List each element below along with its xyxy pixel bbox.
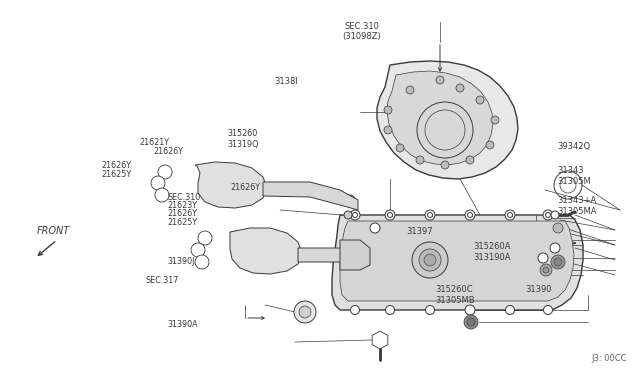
Text: 31305M: 31305M [557, 177, 591, 186]
Circle shape [551, 211, 559, 219]
Circle shape [299, 306, 311, 318]
Text: 313190A: 313190A [474, 253, 511, 262]
Text: FRONT: FRONT [37, 227, 70, 236]
Text: 31305MA: 31305MA [557, 207, 596, 216]
Text: 315260C: 315260C [435, 285, 473, 294]
Circle shape [543, 267, 549, 273]
Circle shape [151, 176, 165, 190]
Circle shape [396, 144, 404, 152]
Circle shape [385, 210, 395, 220]
Circle shape [425, 210, 435, 220]
Circle shape [195, 255, 209, 269]
Polygon shape [377, 61, 518, 179]
Circle shape [198, 231, 212, 245]
Text: 21625Y: 21625Y [101, 170, 131, 179]
Text: 31305MB: 31305MB [435, 296, 475, 305]
Circle shape [424, 254, 436, 266]
Circle shape [486, 141, 494, 149]
Text: 31343+A: 31343+A [557, 196, 596, 205]
Text: J3: 00CC: J3: 00CC [592, 354, 627, 363]
Circle shape [294, 301, 316, 323]
Circle shape [538, 253, 548, 263]
Circle shape [553, 223, 563, 233]
Circle shape [191, 243, 205, 257]
Text: 21626Y: 21626Y [101, 161, 131, 170]
Circle shape [506, 305, 515, 314]
Text: 21621Y: 21621Y [140, 138, 170, 147]
Circle shape [158, 165, 172, 179]
Circle shape [344, 211, 352, 219]
Circle shape [456, 84, 464, 92]
Polygon shape [387, 71, 493, 165]
Circle shape [465, 305, 475, 315]
Circle shape [465, 305, 474, 314]
Text: 31343: 31343 [557, 166, 584, 175]
Circle shape [384, 126, 392, 134]
Circle shape [426, 305, 435, 314]
Circle shape [464, 315, 478, 329]
Text: SEC.310
(31098Z): SEC.310 (31098Z) [342, 22, 381, 41]
Circle shape [406, 86, 414, 94]
Polygon shape [340, 240, 370, 270]
Text: 3138I: 3138I [274, 77, 298, 86]
Circle shape [419, 249, 441, 271]
Circle shape [384, 106, 392, 114]
Text: 21626Y: 21626Y [230, 183, 260, 192]
Circle shape [543, 210, 553, 220]
Polygon shape [340, 221, 574, 301]
Text: 31397: 31397 [406, 227, 433, 236]
Circle shape [385, 305, 394, 314]
Text: 31390: 31390 [525, 285, 551, 294]
Circle shape [551, 255, 565, 269]
Text: 31390A: 31390A [168, 320, 198, 329]
Circle shape [505, 210, 515, 220]
Polygon shape [332, 215, 583, 310]
Polygon shape [230, 228, 302, 274]
Circle shape [491, 116, 499, 124]
Text: 21625Y: 21625Y [168, 218, 198, 227]
Text: SEC.310: SEC.310 [168, 193, 201, 202]
Text: 21626Y: 21626Y [168, 209, 198, 218]
Circle shape [412, 242, 448, 278]
Circle shape [543, 305, 552, 314]
Text: 31390J: 31390J [168, 257, 195, 266]
Circle shape [416, 156, 424, 164]
Circle shape [351, 305, 360, 314]
Text: 31319Q: 31319Q [227, 140, 259, 149]
Polygon shape [372, 331, 388, 349]
Polygon shape [298, 248, 358, 265]
Circle shape [370, 223, 380, 233]
Circle shape [540, 264, 552, 276]
Circle shape [554, 258, 562, 266]
Text: 21626Y: 21626Y [154, 147, 184, 156]
Circle shape [155, 188, 169, 202]
Circle shape [465, 210, 475, 220]
Circle shape [436, 76, 444, 84]
Polygon shape [195, 162, 267, 208]
Circle shape [441, 161, 449, 169]
Text: 315260A: 315260A [474, 242, 511, 251]
Circle shape [467, 318, 475, 326]
Text: 21623Y: 21623Y [168, 201, 198, 210]
Circle shape [466, 156, 474, 164]
Text: 39342Q: 39342Q [557, 142, 590, 151]
Text: 315260: 315260 [227, 129, 257, 138]
Circle shape [345, 195, 355, 205]
Circle shape [374, 334, 386, 346]
Circle shape [476, 96, 484, 104]
Circle shape [550, 243, 560, 253]
Circle shape [350, 210, 360, 220]
Polygon shape [263, 182, 358, 210]
Text: SEC.317: SEC.317 [146, 276, 179, 285]
